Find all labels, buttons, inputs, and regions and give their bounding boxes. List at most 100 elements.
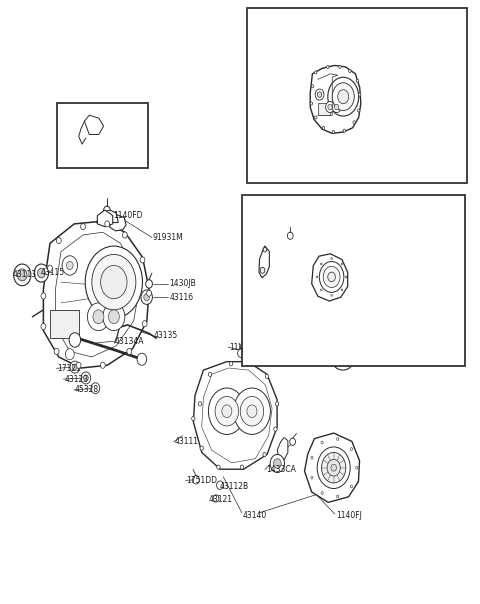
Circle shape: [72, 364, 77, 370]
Text: 43112B: 43112B: [220, 482, 249, 491]
Bar: [318, 103, 330, 115]
Circle shape: [249, 362, 252, 366]
Circle shape: [222, 405, 232, 417]
Circle shape: [331, 464, 336, 471]
Circle shape: [215, 396, 239, 426]
Circle shape: [276, 402, 279, 406]
Circle shape: [70, 361, 80, 373]
Circle shape: [263, 248, 267, 252]
Circle shape: [91, 383, 100, 394]
Text: 91931M: 91931M: [153, 233, 184, 242]
Polygon shape: [110, 214, 126, 231]
Text: 43112B: 43112B: [247, 312, 276, 318]
Circle shape: [339, 65, 341, 68]
Circle shape: [76, 362, 81, 368]
Text: 1751DD: 1751DD: [186, 476, 217, 485]
Circle shape: [334, 342, 351, 364]
Circle shape: [81, 223, 85, 230]
Circle shape: [67, 262, 73, 269]
Circle shape: [356, 466, 358, 469]
Polygon shape: [312, 254, 348, 301]
Circle shape: [270, 454, 285, 472]
Circle shape: [316, 276, 318, 278]
Circle shape: [329, 336, 356, 370]
Circle shape: [216, 481, 223, 489]
Bar: [242, 194, 465, 367]
Circle shape: [356, 79, 359, 82]
Circle shape: [336, 495, 339, 498]
Circle shape: [41, 323, 46, 330]
Circle shape: [34, 264, 48, 282]
Text: 1433CA: 1433CA: [340, 226, 369, 233]
Text: 43115: 43115: [40, 268, 64, 277]
Text: 11403B: 11403B: [229, 342, 258, 352]
Circle shape: [310, 102, 312, 105]
Circle shape: [142, 321, 147, 327]
Circle shape: [87, 303, 109, 330]
Text: 1433CA: 1433CA: [266, 465, 296, 474]
Circle shape: [234, 388, 270, 434]
Circle shape: [192, 417, 195, 421]
Circle shape: [321, 492, 323, 494]
Circle shape: [328, 77, 359, 116]
Circle shape: [56, 237, 61, 243]
Text: 43113: 43113: [12, 270, 37, 279]
Circle shape: [217, 465, 220, 469]
Circle shape: [122, 232, 127, 238]
Circle shape: [353, 121, 356, 124]
Circle shape: [127, 349, 132, 355]
Circle shape: [100, 362, 105, 368]
Circle shape: [338, 90, 349, 104]
Circle shape: [200, 446, 204, 450]
Circle shape: [335, 104, 339, 110]
Circle shape: [311, 457, 313, 459]
Polygon shape: [97, 210, 113, 226]
Circle shape: [328, 272, 336, 281]
Text: 17121: 17121: [57, 364, 81, 373]
Circle shape: [263, 452, 266, 457]
Circle shape: [48, 265, 52, 271]
Text: 43123: 43123: [64, 374, 88, 384]
Polygon shape: [259, 246, 269, 278]
Circle shape: [62, 255, 77, 275]
Circle shape: [104, 206, 110, 214]
Circle shape: [147, 290, 152, 296]
Circle shape: [332, 83, 354, 111]
Polygon shape: [310, 65, 361, 133]
Text: 1430JB: 1430JB: [169, 280, 196, 289]
Circle shape: [328, 104, 332, 110]
Circle shape: [338, 348, 347, 359]
Circle shape: [141, 290, 153, 304]
Circle shape: [350, 448, 352, 451]
Text: 43134A: 43134A: [115, 336, 144, 345]
Circle shape: [348, 69, 351, 72]
Text: 43140: 43140: [242, 512, 267, 521]
Circle shape: [343, 129, 346, 132]
Circle shape: [37, 268, 45, 278]
Text: 43140: 43140: [296, 358, 319, 364]
Circle shape: [331, 294, 332, 296]
Circle shape: [346, 276, 347, 278]
Text: 43111: 43111: [174, 437, 198, 446]
Circle shape: [350, 485, 352, 488]
Circle shape: [54, 349, 59, 355]
Circle shape: [105, 221, 109, 227]
Text: 43121: 43121: [209, 495, 233, 504]
Circle shape: [229, 362, 233, 366]
Text: 43135: 43135: [154, 331, 178, 340]
Circle shape: [332, 101, 341, 112]
Circle shape: [321, 289, 322, 291]
Circle shape: [103, 303, 125, 330]
Text: (-131223): (-131223): [60, 108, 93, 115]
Circle shape: [331, 258, 332, 260]
Circle shape: [332, 130, 335, 133]
Circle shape: [81, 372, 91, 384]
Circle shape: [319, 262, 344, 292]
Circle shape: [247, 405, 257, 417]
Text: 1140FJ: 1140FJ: [336, 512, 361, 521]
Circle shape: [101, 266, 127, 299]
Circle shape: [13, 264, 31, 286]
Text: 45328: 45328: [75, 385, 99, 394]
Circle shape: [85, 246, 143, 318]
Circle shape: [325, 101, 335, 112]
